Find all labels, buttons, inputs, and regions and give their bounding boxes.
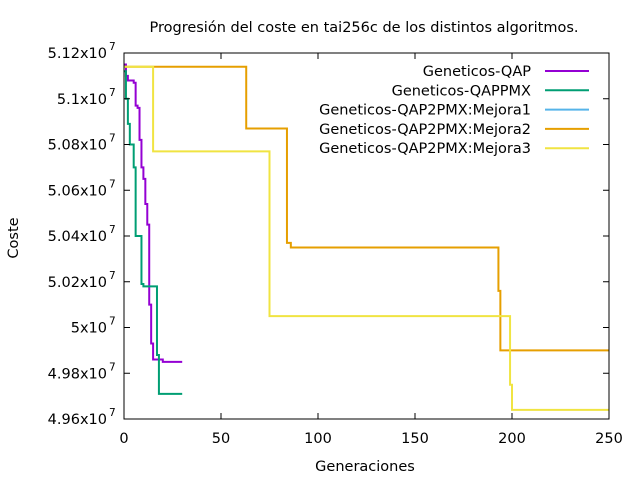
y-tick-exponent: 7 <box>109 316 116 328</box>
x-tick-label: 200 <box>498 431 526 447</box>
y-tick-label: 4.98x10 <box>48 366 107 382</box>
y-tick-label: 5.1x10 <box>57 92 107 108</box>
legend: Geneticos-QAP Geneticos-QAPPMX Geneticos-Q… <box>319 64 589 157</box>
plot-frame <box>123 52 610 420</box>
y-tick-mantissa: 4.96x10 <box>48 412 107 428</box>
y-tick-label: 5x10 <box>71 321 107 337</box>
y-tick-exponent: 7 <box>109 224 116 236</box>
y-tick-exponent: 7 <box>109 178 116 190</box>
y-tick-mantissa: 5.12x10 <box>48 46 107 62</box>
y-tick-label: 5.04x10 <box>48 229 107 245</box>
y-tick-label: 5.06x10 <box>48 183 107 199</box>
series-line-0 <box>124 63 183 363</box>
legend-label: Geneticos-QAPPMX <box>392 83 531 99</box>
y-tick-label: 4.96x10 <box>48 412 107 428</box>
y-tick-mantissa: 5.02x10 <box>48 275 107 291</box>
y-tick-label: 5.12x10 <box>48 46 107 62</box>
legend-label: Geneticos-QAP2PMX:Mejora2 <box>319 122 531 138</box>
series-layer <box>124 63 609 411</box>
y-tick-exponent: 7 <box>109 407 116 419</box>
x-tick-label: 250 <box>595 431 623 447</box>
series-line-4 <box>124 65 609 411</box>
y-tick-mantissa: 4.98x10 <box>48 366 107 382</box>
y-tick-mantissa: 5.08x10 <box>48 138 107 154</box>
legend-label: Geneticos-QAP <box>423 64 531 80</box>
x-axis-label: Generaciones <box>315 459 415 475</box>
chart-title: Progresión del coste en tai256c de los d… <box>149 20 578 36</box>
y-tick-exponent: 7 <box>109 41 116 53</box>
legend-label: Geneticos-QAP2PMX:Mejora1 <box>319 103 531 119</box>
y-tick-mantissa: 5x10 <box>71 321 107 337</box>
y-tick-label: 5.08x10 <box>48 138 107 154</box>
y-tick-exponent: 7 <box>109 133 116 145</box>
x-tick-label: 0 <box>119 431 128 447</box>
x-tick-label: 50 <box>212 431 230 447</box>
series-line-3 <box>124 65 609 352</box>
y-tick-mantissa: 5.06x10 <box>48 183 107 199</box>
y-tick-mantissa: 5.04x10 <box>48 229 107 245</box>
x-tick-label: 100 <box>304 431 332 447</box>
series-line-1 <box>124 70 183 395</box>
y-tick-label: 5.02x10 <box>48 275 107 291</box>
y-tick-exponent: 7 <box>109 270 116 282</box>
y-tick-mantissa: 5.1x10 <box>57 92 107 108</box>
legend-label: Geneticos-QAP2PMX:Mejora3 <box>319 141 531 157</box>
y-axis-label: Coste <box>6 217 22 258</box>
x-tick-label: 150 <box>401 431 429 447</box>
y-tick-exponent: 7 <box>109 361 116 373</box>
y-tick-exponent: 7 <box>109 87 116 99</box>
